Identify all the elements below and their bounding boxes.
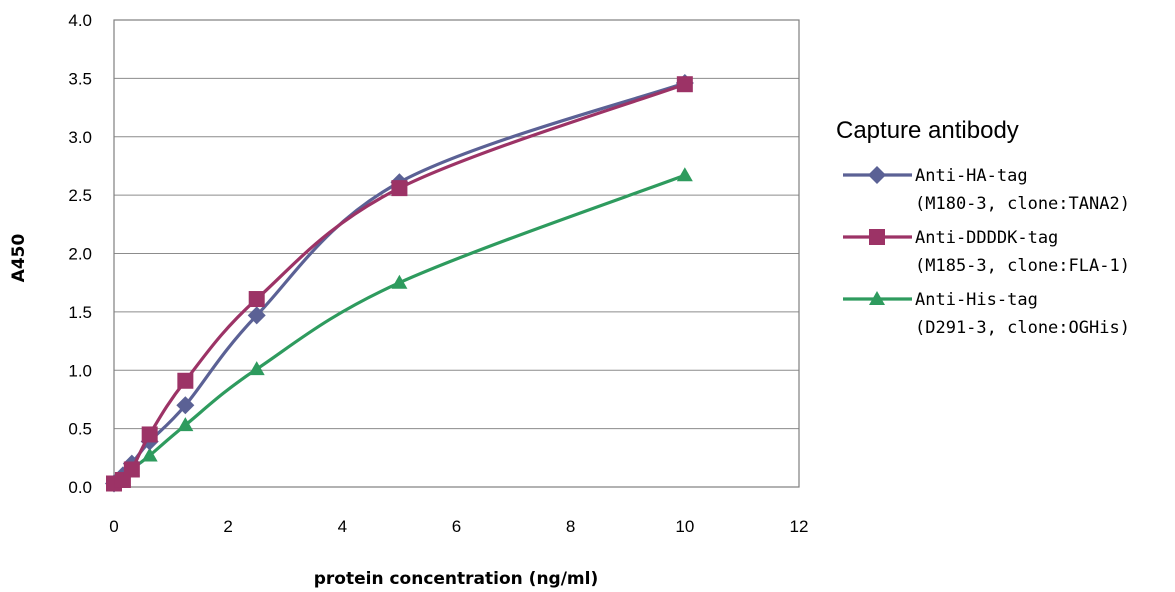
legend-marker	[869, 291, 885, 305]
x-tick-label: 8	[566, 517, 575, 536]
y-tick-label: 3.0	[68, 128, 92, 147]
data-point	[248, 361, 265, 376]
x-axis-title: protein concentration (ng/ml)	[314, 569, 599, 589]
data-point	[176, 396, 195, 415]
x-axis-ticks: 0 2 4 6 8 10 12	[109, 517, 808, 536]
plot-area-border	[113, 19, 800, 488]
legend-entry: Anti-His-tag (D291-3, clone:OGHis)	[843, 290, 1130, 338]
x-tick-label: 12	[790, 517, 809, 536]
legend-marker	[868, 166, 886, 184]
data-point	[676, 167, 693, 182]
data-point	[141, 447, 158, 462]
legend-title: Capture antibody	[836, 117, 1019, 144]
y-tick-label: 0.5	[68, 420, 92, 439]
y-axis-ticks: 0.0 0.5 1.0 1.5 2.0 2.5 3.0 3.5 4.0	[68, 11, 92, 497]
y-tick-label: 0.0	[68, 478, 92, 497]
series-line	[113, 173, 686, 487]
legend-label-detail: (M180-3, clone:TANA2)	[915, 194, 1130, 214]
y-axis-title: A450	[9, 234, 29, 283]
data-point	[391, 274, 408, 289]
legend-label: Anti-HA-tag	[915, 166, 1028, 186]
y-tick-label: 2.0	[68, 245, 92, 264]
grid-lines	[114, 77, 799, 430]
legend-label-detail: (D291-3, clone:OGHis)	[915, 318, 1130, 338]
data-point	[247, 306, 266, 325]
series-layer	[105, 74, 694, 493]
x-tick-label: 6	[452, 517, 461, 536]
series-2	[106, 76, 693, 492]
x-tick-label: 2	[223, 517, 232, 536]
data-point	[141, 426, 158, 443]
x-tick-label: 4	[338, 517, 347, 536]
legend-label: Anti-DDDDK-tag	[915, 228, 1058, 248]
legend: Capture antibody Anti-HA-tag (M180-3, clo…	[836, 117, 1130, 338]
legend-entry: Anti-HA-tag (M180-3, clone:TANA2)	[843, 166, 1130, 214]
y-tick-label: 2.5	[68, 186, 92, 205]
legend-label: Anti-His-tag	[915, 290, 1038, 310]
legend-label-detail: (M185-3, clone:FLA-1)	[915, 256, 1130, 276]
data-point	[177, 417, 194, 432]
data-point	[391, 180, 408, 197]
y-tick-label: 1.0	[68, 361, 92, 380]
data-point	[177, 372, 194, 389]
y-tick-label: 4.0	[68, 11, 92, 30]
y-tick-label: 3.5	[68, 69, 92, 88]
x-tick-label: 0	[109, 517, 118, 536]
legend-entry: Anti-DDDDK-tag (M185-3, clone:FLA-1)	[843, 228, 1130, 276]
legend-marker	[869, 229, 885, 245]
data-point	[123, 461, 140, 478]
data-point	[676, 76, 693, 93]
y-tick-label: 1.5	[68, 303, 92, 322]
series-3	[106, 167, 693, 491]
data-point	[248, 291, 265, 308]
x-tick-label: 10	[675, 517, 694, 536]
